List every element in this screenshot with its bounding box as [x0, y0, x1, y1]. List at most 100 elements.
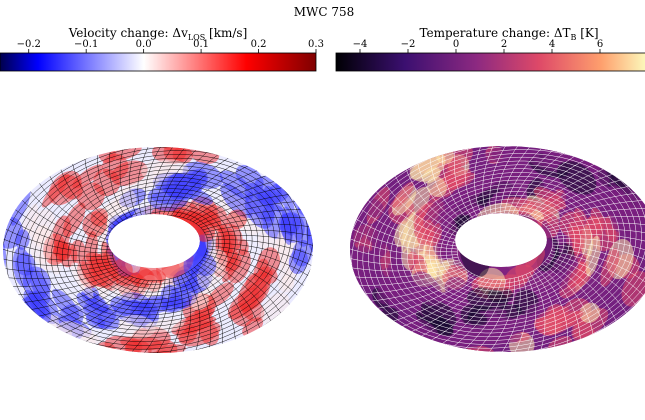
residual-blob	[76, 292, 103, 316]
mesh-spoke	[349, 243, 459, 260]
mesh-spoke	[529, 272, 546, 353]
mesh-spoke	[522, 274, 536, 353]
mesh-spoke	[3, 265, 118, 280]
velocity-residual-structures	[3, 147, 313, 353]
colorbar-velocity-ticks: −0.2 −0.1 0.0 0.1 0.2 0.3	[17, 39, 324, 53]
mesh-spoke	[8, 204, 113, 248]
mesh-spoke	[109, 147, 133, 225]
residual-blob	[123, 225, 141, 245]
mesh-spoke	[84, 149, 126, 229]
residual-blob	[264, 152, 287, 174]
mesh-spoke	[187, 271, 211, 353]
mesh-ring	[349, 145, 645, 353]
mesh-spoke	[3, 263, 116, 273]
mesh-spoke	[349, 253, 460, 266]
mesh-ring	[373, 156, 637, 338]
mesh-spoke	[464, 145, 481, 222]
temperature-tick-label: 6	[597, 39, 603, 50]
mesh-spoke	[70, 155, 124, 232]
mesh-spoke	[158, 147, 217, 216]
residual-blob	[280, 212, 305, 243]
mesh-spoke	[25, 185, 115, 242]
temperature-disk-panel	[349, 145, 645, 353]
mesh-spoke	[454, 145, 478, 224]
residual-blob	[477, 218, 497, 235]
mesh-spoke	[536, 268, 568, 352]
mesh-spoke	[3, 233, 113, 257]
mesh-spoke	[3, 213, 113, 251]
mesh-spoke	[415, 154, 469, 231]
mesh-ring	[423, 191, 587, 303]
mesh-ring	[45, 169, 275, 327]
temperature-residual-structures	[349, 145, 645, 353]
mesh-spoke	[507, 275, 528, 353]
mesh-spoke	[380, 176, 462, 238]
residual-blob	[111, 285, 135, 301]
mesh-spoke	[532, 270, 556, 353]
colorbar-temperature-bar	[335, 52, 645, 72]
mesh-spoke	[474, 145, 488, 220]
mesh-spoke	[58, 161, 121, 234]
mesh-ring	[56, 177, 264, 319]
mesh-spoke	[549, 222, 645, 232]
residual-blob	[114, 188, 137, 211]
residual-blob	[95, 253, 111, 271]
mesh-spoke	[353, 203, 458, 247]
residual-blob	[30, 225, 55, 264]
colorbar-temperature-label: Temperature change: ΔTB [K]	[419, 26, 598, 42]
residual-blob	[381, 280, 401, 298]
colorbar-velocity-bar	[0, 52, 317, 72]
mesh-ring	[67, 184, 253, 312]
velocity-disk-panel	[3, 147, 313, 353]
residual-blob	[122, 178, 160, 193]
figure-title: MWC 758	[294, 5, 355, 19]
mesh-spoke	[492, 276, 521, 353]
mesh-spoke	[552, 238, 645, 262]
mesh-spoke	[203, 257, 285, 319]
residual-blob	[184, 316, 217, 333]
velocity-tick-label: −0.2	[17, 39, 41, 50]
mesh-ring	[434, 198, 576, 296]
mesh-spoke	[370, 184, 460, 241]
residual-blob	[464, 222, 483, 250]
residual-blob	[635, 191, 645, 231]
velocity-tick-label: −0.1	[74, 39, 98, 50]
mesh-spoke	[551, 250, 645, 301]
residual-blob	[127, 222, 145, 240]
mesh-spoke	[507, 145, 576, 215]
residual-blob	[485, 307, 507, 319]
mesh-ring	[451, 210, 559, 284]
mesh-ring	[78, 192, 242, 304]
residual-blob	[245, 272, 260, 291]
mesh-spoke	[548, 256, 630, 318]
residual-blob	[10, 189, 31, 226]
mesh-spoke	[196, 264, 250, 341]
residual-blob	[551, 145, 572, 149]
residual-blob	[198, 204, 223, 232]
residual-blob	[227, 209, 247, 230]
mesh-spoke	[201, 259, 274, 327]
residual-blob	[351, 245, 373, 271]
mesh-spoke	[361, 193, 459, 244]
mesh-ring	[445, 206, 565, 288]
mesh-spoke	[129, 147, 143, 221]
mesh-spoke	[144, 147, 173, 219]
residual-blob	[133, 216, 158, 242]
residual-blob	[22, 266, 51, 300]
mesh-ring	[390, 168, 620, 326]
mesh-spoke	[391, 168, 464, 236]
mesh-ring	[362, 149, 645, 345]
mesh-spoke	[349, 232, 458, 256]
residual-blob	[545, 304, 566, 323]
mesh-ring	[84, 196, 236, 300]
mesh-spoke	[3, 254, 115, 267]
mesh-spoke	[551, 234, 645, 251]
mesh-spoke	[552, 241, 645, 272]
mesh-spoke	[495, 145, 533, 217]
mesh-spoke	[194, 267, 236, 347]
mesh-ring	[62, 180, 258, 316]
mesh-spoke	[199, 262, 262, 335]
mesh-spoke	[349, 212, 458, 250]
temperature-tick-label: 0	[453, 39, 459, 50]
